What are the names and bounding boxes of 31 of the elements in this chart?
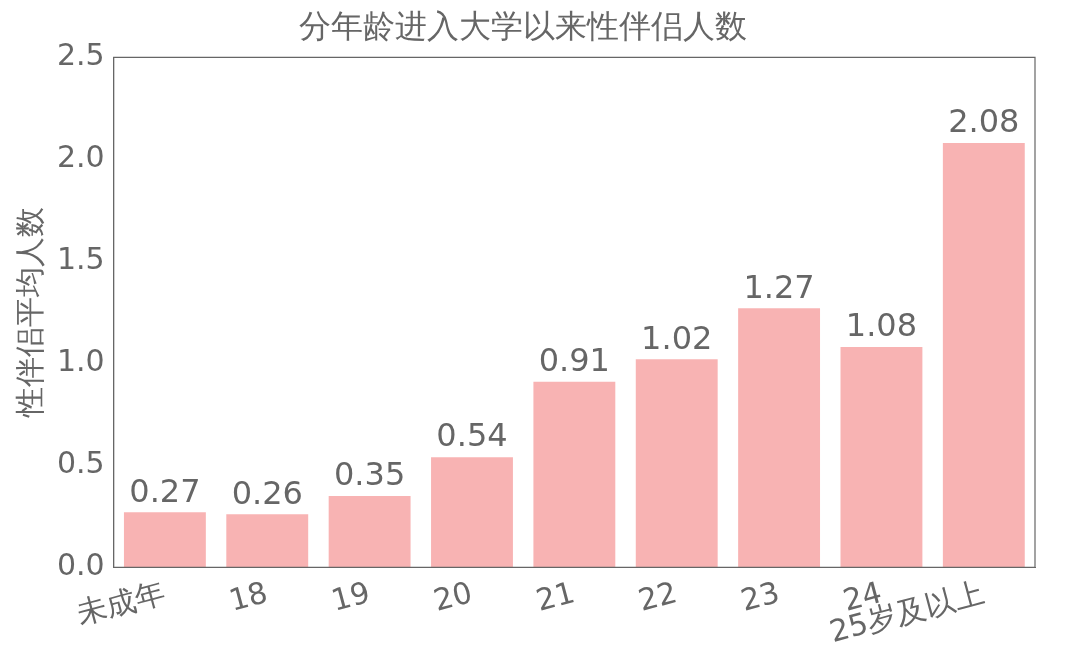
- data-label: 0.54: [436, 416, 508, 455]
- y-tick-label: 1.5: [56, 241, 105, 277]
- x-tick-label: 20: [429, 574, 476, 618]
- x-tick-label: 19: [327, 574, 374, 618]
- y-tick-label: 2.5: [56, 37, 105, 73]
- bar: [635, 359, 718, 568]
- data-label: 0.26: [231, 473, 303, 512]
- y-tick-label: 2.0: [56, 139, 105, 175]
- chart-title: 分年龄进入大学以来性伴侣人数: [298, 6, 747, 45]
- data-label: 0.27: [129, 471, 201, 510]
- bar: [738, 308, 821, 568]
- bar: [942, 143, 1025, 568]
- bar: [226, 514, 309, 568]
- data-label: 0.35: [334, 455, 406, 494]
- x-tick-label: 22: [634, 574, 681, 618]
- bar: [533, 381, 616, 568]
- x-tick-label: 21: [532, 574, 579, 618]
- x-tick-label: 18: [225, 574, 272, 618]
- data-label: 1.27: [743, 267, 815, 306]
- bar: [431, 457, 513, 568]
- data-label: 2.08: [948, 102, 1020, 141]
- bar: [840, 347, 923, 568]
- y-tick-label: 1.0: [56, 343, 105, 379]
- data-label: 0.91: [538, 341, 610, 379]
- y-tick-label: 0.5: [56, 445, 105, 481]
- data-label: 1.08: [845, 306, 918, 345]
- bar: [123, 512, 206, 568]
- data-label: 1.02: [641, 318, 713, 357]
- y-axis-title: 性伴侣平均人数: [11, 207, 47, 419]
- x-tick-label: 23: [736, 574, 783, 618]
- bar: [328, 495, 411, 568]
